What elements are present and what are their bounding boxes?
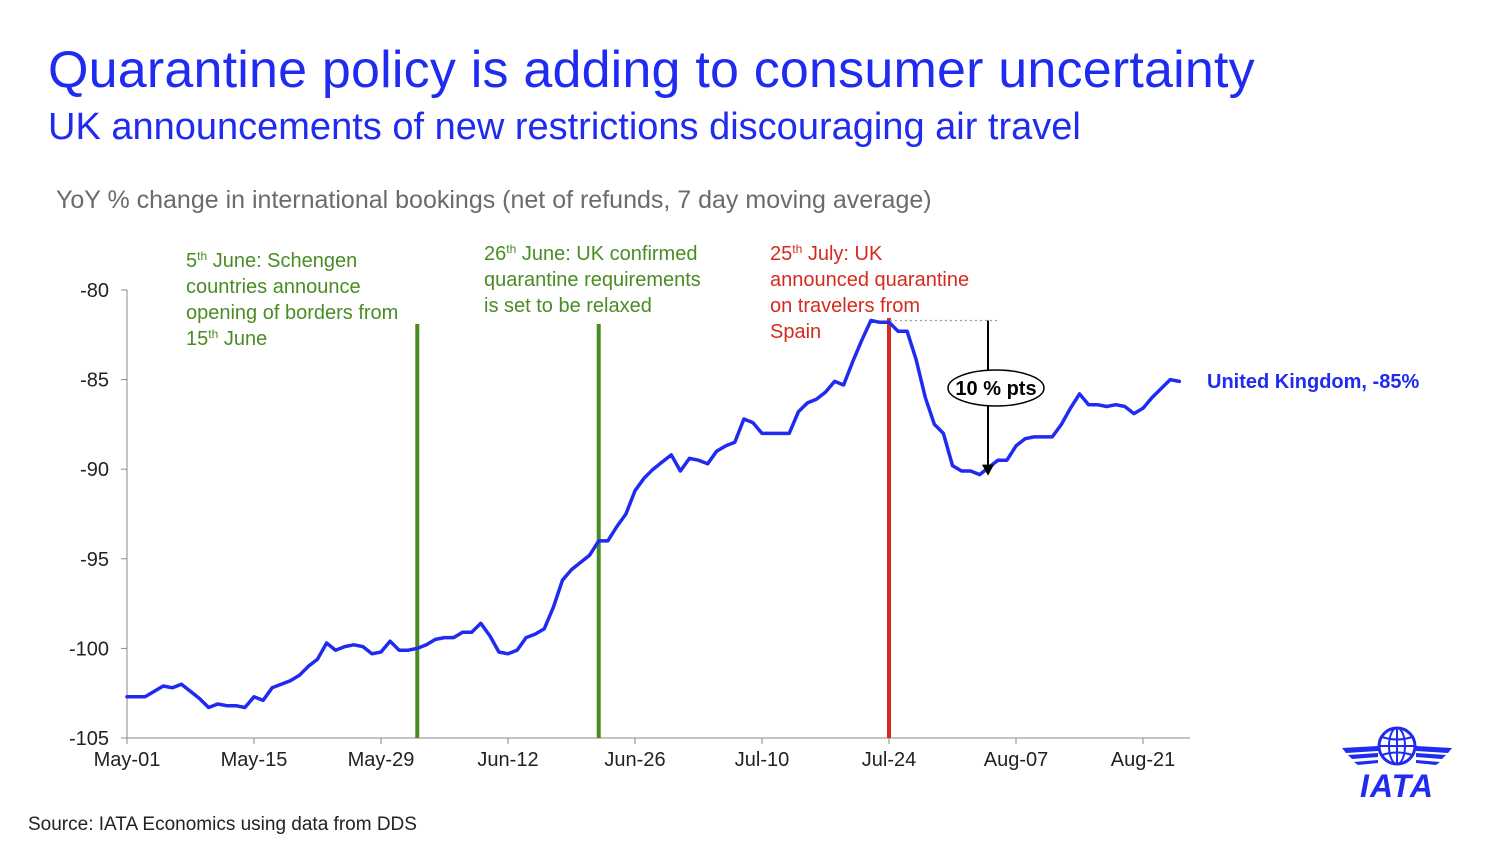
iata-logo-text: IATA bbox=[1360, 768, 1434, 804]
annotation-arrow-head bbox=[982, 464, 994, 476]
superscript: th bbox=[506, 242, 516, 256]
label-text: June: Schengen bbox=[207, 250, 357, 272]
label-text: 26 bbox=[484, 243, 506, 265]
event-label-3-line-2: announced quarantine bbox=[770, 269, 969, 291]
y-tick-label: -85 bbox=[80, 370, 109, 392]
iata-globe-wings-icon bbox=[1342, 726, 1452, 766]
event-label-1-line-1: 5th June: Schengen bbox=[186, 249, 357, 272]
label-text: is set to be relaxed bbox=[484, 295, 652, 317]
event-label-3-line-4: Spain bbox=[770, 321, 821, 343]
superscript: th bbox=[792, 242, 802, 256]
superscript: th bbox=[197, 249, 207, 263]
label-text: June: UK confirmed bbox=[516, 243, 697, 265]
x-tick-label: May-01 bbox=[94, 749, 161, 771]
event-label-2-line-1: 26th June: UK confirmed bbox=[484, 242, 697, 265]
y-tick-label: -105 bbox=[69, 728, 109, 750]
iata-logo: IATA bbox=[1338, 724, 1456, 804]
event-label-1-line-3: opening of borders from bbox=[186, 302, 398, 324]
label-text: 15 bbox=[186, 328, 208, 350]
event-label-3-line-3: on travelers from bbox=[770, 295, 920, 317]
label-text: July: UK bbox=[802, 243, 883, 265]
event-label-2-line-2: quarantine requirements bbox=[484, 269, 701, 291]
page-subtitle: UK announcements of new restrictions dis… bbox=[48, 106, 1081, 148]
x-tick-label: May-29 bbox=[348, 749, 415, 771]
label-text: on travelers from bbox=[770, 295, 920, 317]
x-tick-label: May-15 bbox=[221, 749, 288, 771]
annotation-label: 10 % pts bbox=[955, 378, 1036, 400]
series-line-united-kingdom bbox=[125, 318, 1182, 710]
x-tick-label: Jul-10 bbox=[735, 749, 789, 771]
label-text: 5 bbox=[186, 250, 197, 272]
y-tick-label: -95 bbox=[80, 549, 109, 571]
label-text: quarantine requirements bbox=[484, 269, 701, 291]
event-label-1-line-4: 15th June bbox=[186, 327, 267, 350]
label-text: June bbox=[218, 328, 267, 350]
annotation-oval bbox=[947, 369, 1045, 407]
label-text: countries announce bbox=[186, 276, 361, 298]
event-label-1-line-2: countries announce bbox=[186, 276, 361, 298]
label-text: Spain bbox=[770, 321, 821, 343]
x-tick-label: Jun-12 bbox=[477, 749, 538, 771]
label-text: announced quarantine bbox=[770, 269, 969, 291]
event-label-3-line-1: 25th July: UK bbox=[770, 242, 883, 265]
series-label-united-kingdom: United Kingdom, -85% bbox=[1207, 371, 1419, 393]
x-tick-label: Aug-07 bbox=[984, 749, 1049, 771]
x-tick-label: Jun-26 bbox=[604, 749, 665, 771]
y-tick-label: -100 bbox=[69, 638, 109, 660]
source-note: Source: IATA Economics using data from D… bbox=[28, 814, 417, 835]
y-tick-label: -90 bbox=[80, 459, 109, 481]
y-tick-label: -80 bbox=[80, 280, 109, 302]
x-tick-label: Jul-24 bbox=[862, 749, 916, 771]
label-text: opening of borders from bbox=[186, 302, 398, 324]
label-text: 25 bbox=[770, 243, 792, 265]
page-title: Quarantine policy is adding to consumer … bbox=[48, 41, 1255, 99]
superscript: th bbox=[208, 327, 218, 341]
x-tick-label: Aug-21 bbox=[1111, 749, 1176, 771]
event-label-2-line-3: is set to be relaxed bbox=[484, 295, 652, 317]
chart-caption: YoY % change in international bookings (… bbox=[56, 186, 932, 214]
